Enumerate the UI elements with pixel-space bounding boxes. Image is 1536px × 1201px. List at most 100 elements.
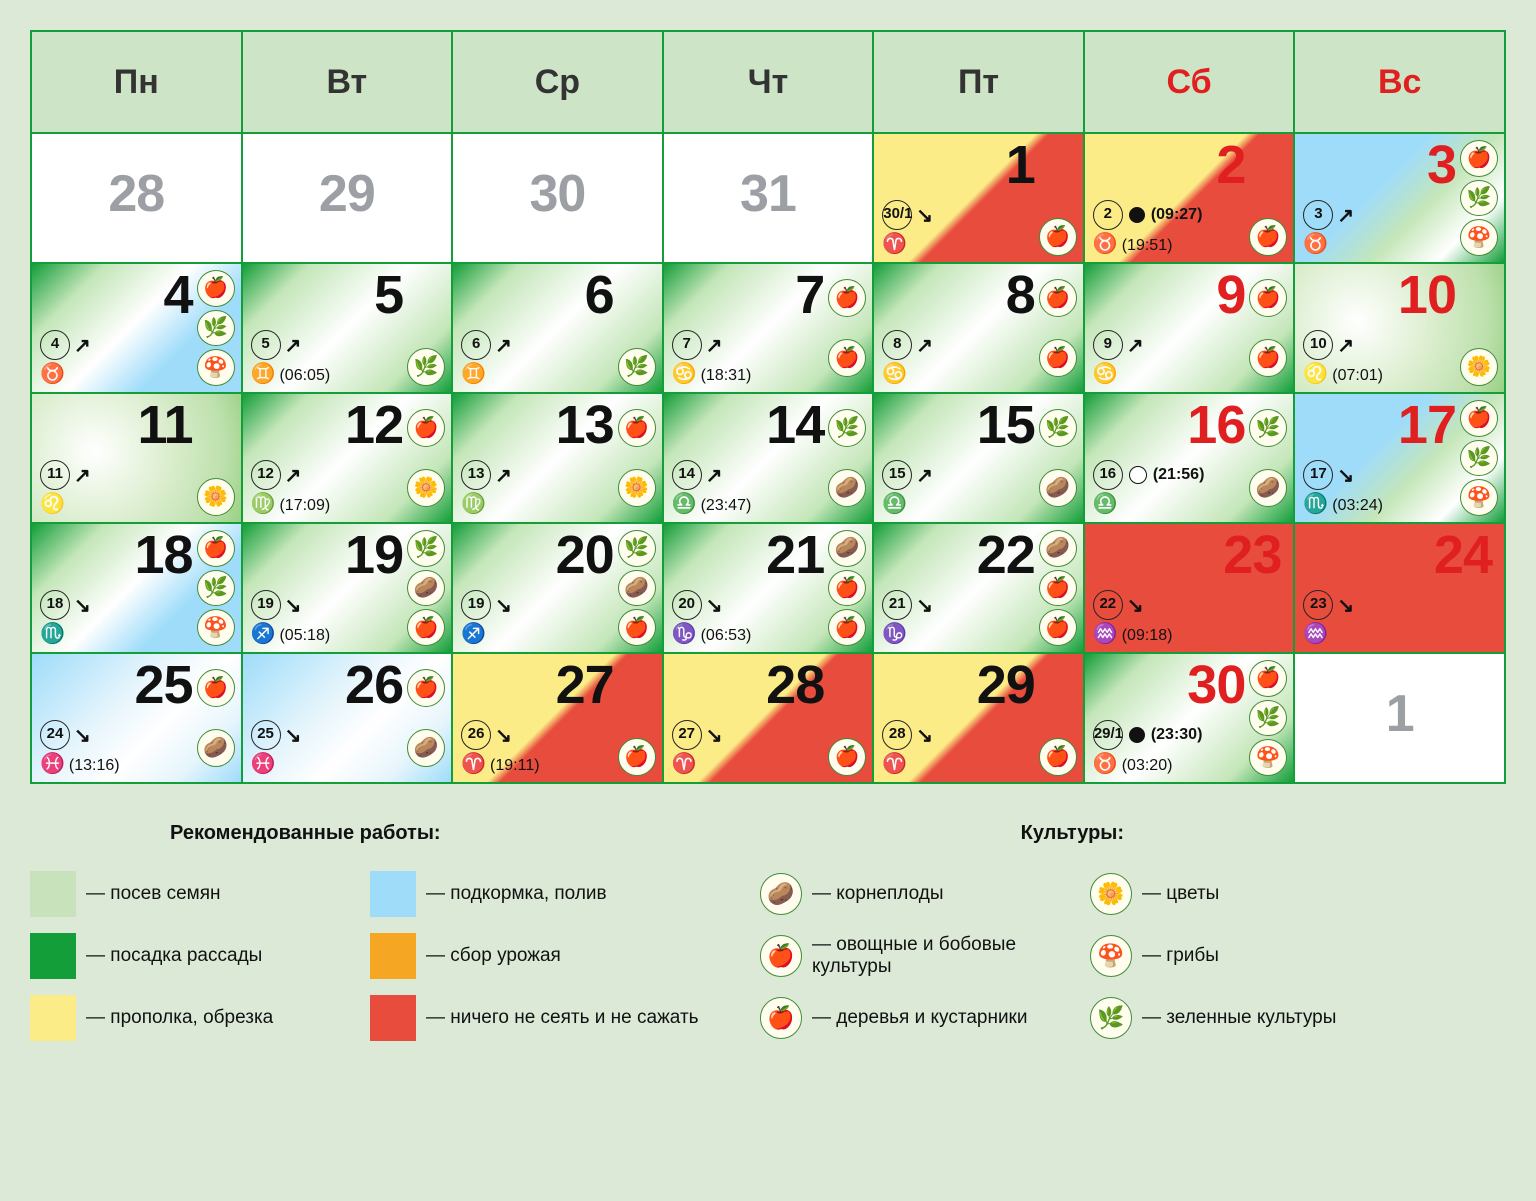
lunar-day: 17 <box>1303 460 1333 490</box>
day-cell: 1111↗♌ <box>31 393 242 523</box>
tomato-icon <box>407 669 445 707</box>
day-cell: 31 <box>663 133 874 263</box>
zodiac-capricorn-icon: ♑ <box>672 621 697 646</box>
moon-info: 8↗ <box>882 330 933 360</box>
moon-phase-time: (09:27) <box>1151 206 1203 224</box>
zodiac-info: ♏ <box>40 621 65 646</box>
moon-direction-icon: ↗ <box>285 463 302 488</box>
zodiac-taurus-icon: ♉ <box>1093 751 1118 776</box>
moon-info: 18↘ <box>40 590 91 620</box>
swatch-icon <box>30 871 76 917</box>
moon-direction-icon: ↘ <box>916 203 933 228</box>
day-number: 3 <box>1427 138 1456 192</box>
apple-icon <box>618 609 656 646</box>
culture-icons <box>618 530 656 646</box>
tomato-icon <box>1039 339 1077 377</box>
day-cell: 1919↘♐(05:18) <box>242 523 453 653</box>
tomato-icon <box>760 935 802 977</box>
moon-direction-icon: ↘ <box>285 723 302 748</box>
calendar-body: 28293031130/1↘♈22(09:27)♉(19:51)33↗♉44↗♉… <box>31 133 1505 783</box>
lunar-day: 3 <box>1303 200 1333 230</box>
day-cell: 1616(21:56)♎ <box>1084 393 1295 523</box>
tomato-icon <box>1460 140 1498 177</box>
day-number: 15 <box>977 398 1035 452</box>
moon-info: 10↗ <box>1303 330 1354 360</box>
moon-direction-icon: ↗ <box>1337 203 1354 228</box>
zodiac-leo-icon: ♌ <box>1303 361 1328 386</box>
apple-icon <box>828 738 866 776</box>
moon-direction-icon: ↘ <box>495 723 512 748</box>
greens-icon <box>197 310 235 347</box>
potato-icon <box>760 873 802 915</box>
greens-icon <box>1249 409 1287 447</box>
culture-icons <box>197 660 235 776</box>
zodiac-info: ♊ <box>461 361 486 386</box>
day-number: 26 <box>345 658 403 712</box>
day-cell: 2019↘♐ <box>452 523 663 653</box>
day-cell: 29 <box>242 133 453 263</box>
zodiac-virgo-icon: ♍ <box>461 491 486 516</box>
day-cell: 2423↘♒ <box>1294 523 1505 653</box>
moon-info: 11↗ <box>40 460 91 490</box>
day-number: 29 <box>977 658 1035 712</box>
lunar-day: 14 <box>672 460 702 490</box>
lunar-day: 22 <box>1093 590 1123 620</box>
moon-info: 4↗ <box>40 330 91 360</box>
culture-icons <box>1249 660 1287 776</box>
zodiac-gemini-icon: ♊ <box>461 361 486 386</box>
flower-icon <box>407 469 445 507</box>
day-cell: 1515↗♎ <box>873 393 1084 523</box>
legend-label: — грибы <box>1142 945 1219 967</box>
header-Ср: Ср <box>452 31 663 133</box>
tomato-icon <box>197 270 235 307</box>
apple-icon <box>407 609 445 646</box>
lunar-day: 5 <box>251 330 281 360</box>
culture-icons <box>828 530 866 646</box>
zodiac-pisces-icon: ♓ <box>251 751 276 776</box>
legend-grid: — посев семян— подкормка, полив— корнепл… <box>30 871 1506 1041</box>
apple-icon <box>618 738 656 776</box>
swatch-icon <box>370 871 416 917</box>
day-cell: 26 25↘♓ <box>242 653 453 783</box>
flower-icon <box>197 478 235 516</box>
lunar-day: 11 <box>40 460 70 490</box>
moon-info: 25↘ <box>251 720 302 750</box>
culture-icons <box>407 270 445 386</box>
apple-icon <box>760 997 802 1039</box>
day-number: 28 <box>766 658 824 712</box>
zodiac-time: (07:01) <box>1332 367 1383 385</box>
zodiac-info: ♋(18:31) <box>672 361 752 386</box>
culture-icons <box>618 660 656 776</box>
culture-icons <box>1249 140 1287 256</box>
culture-icons <box>1039 660 1077 776</box>
zodiac-time: (18:31) <box>701 367 752 385</box>
lunar-day: 6 <box>461 330 491 360</box>
zodiac-virgo-icon: ♍ <box>251 491 276 516</box>
zodiac-sagittarius-icon: ♐ <box>461 621 486 646</box>
lunar-day: 13 <box>461 460 491 490</box>
zodiac-info: ♑ <box>882 621 907 646</box>
culture-icons <box>407 530 445 646</box>
moon-phase-time: (21:56) <box>1153 466 1205 484</box>
day-cell: 1313↗♍ <box>452 393 663 523</box>
culture-icons <box>1249 400 1287 516</box>
culture-icons <box>197 530 235 646</box>
tomato-icon <box>618 409 656 447</box>
moon-direction-icon: ↘ <box>285 593 302 618</box>
greens-icon <box>1090 997 1132 1039</box>
zodiac-info: ♍ <box>461 491 486 516</box>
day-cell: 3029/1(23:30)♉(03:20) <box>1084 653 1295 783</box>
moon-info: 23↘ <box>1303 590 1354 620</box>
day-number: 22 <box>977 528 1035 582</box>
moon-info: 27↘ <box>672 720 723 750</box>
zodiac-info: ♑(06:53) <box>672 621 752 646</box>
swatch-icon <box>30 933 76 979</box>
day-number: 10 <box>1398 268 1456 322</box>
culture-icons <box>1039 400 1077 516</box>
lunar-day: 27 <box>672 720 702 750</box>
zodiac-info: ♉ <box>40 361 65 386</box>
zodiac-taurus-icon: ♉ <box>1303 231 1328 256</box>
zodiac-time: (09:18) <box>1122 627 1173 645</box>
header-Пт: Пт <box>873 31 1084 133</box>
greens-icon <box>407 530 445 567</box>
